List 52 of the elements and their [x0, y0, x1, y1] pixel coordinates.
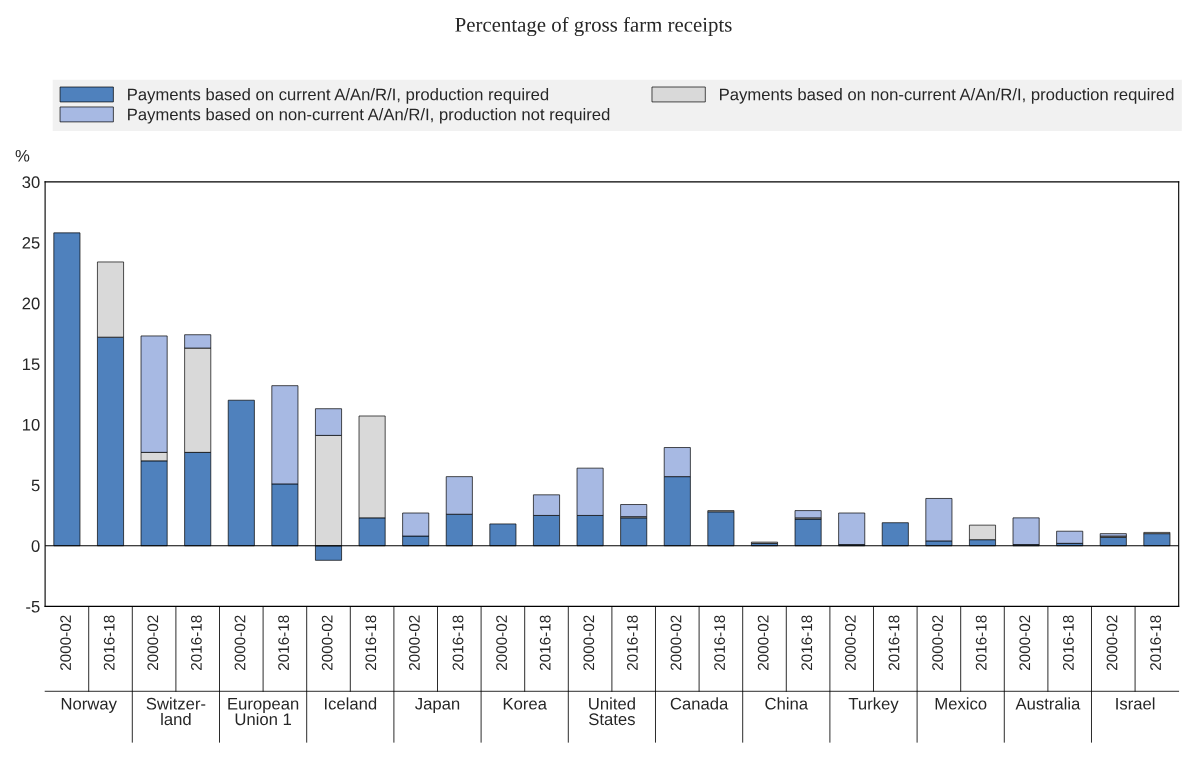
text: Japan	[415, 697, 460, 713]
y-tick-label: 0	[31, 540, 40, 552]
y-tick-label: -5	[26, 600, 40, 613]
legend-label: Payments based on non-current A/An/R/I, production not required	[128, 108, 610, 124]
x-tick-label: 2016-18	[975, 615, 987, 671]
x-tick-label: 2016-18	[539, 615, 551, 671]
text: Israel	[1116, 697, 1155, 710]
text: Turkey	[848, 697, 899, 713]
x-tick-label: 2016-18	[888, 615, 900, 671]
x-tick-label: 2000-02	[496, 615, 507, 671]
text: European Union 1	[228, 697, 299, 726]
x-tick-label: 2000-02	[670, 615, 682, 671]
x-tick-label: 2016-18	[714, 615, 725, 671]
x-tick-label: 2016-18	[365, 615, 377, 671]
legend-label: Payments based on current A/An/R/I, production required	[128, 88, 549, 104]
text: China	[765, 697, 809, 710]
x-tick-label: 2016-18	[452, 615, 464, 671]
x-tick-label: 2016-18	[1150, 615, 1161, 671]
y-tick-label: 15	[22, 358, 40, 371]
x-tick-label: 2000-02	[147, 615, 159, 671]
text: Mexico	[935, 697, 987, 710]
x-tick-label: 2016-18	[801, 615, 813, 671]
x-tick-label: 2000-02	[321, 615, 333, 671]
legend-label: Payments based on non-current A/An/R/I, production required	[720, 88, 1174, 104]
text: Switzer- land	[146, 697, 206, 726]
y-tick-label: 25	[22, 236, 40, 249]
y-axis-title: %	[15, 149, 30, 162]
text: Australia	[1015, 697, 1081, 710]
x-tick-label: 2000-02	[234, 615, 246, 671]
y-tick-label: 20	[22, 297, 40, 310]
text: Korea	[503, 697, 547, 710]
text: United States	[589, 697, 635, 726]
x-tick-label: 2016-18	[278, 615, 289, 671]
text: Norway	[61, 697, 117, 713]
y-tick-label: 5	[31, 479, 40, 492]
text: Canada	[670, 697, 729, 710]
y-tick-label: 30	[22, 176, 40, 189]
x-tick-label: 2016-18	[626, 615, 638, 671]
x-tick-label: 2000-02	[60, 615, 72, 671]
x-tick-label: 2000-02	[844, 615, 856, 671]
text: Iceland	[324, 697, 377, 710]
x-tick-label: 2016-18	[190, 615, 202, 671]
x-tick-label: 2000-02	[1106, 615, 1118, 671]
chart-title: Percentage of gross farm receipts	[455, 16, 732, 37]
x-tick-label: 2016-18	[1062, 615, 1074, 671]
x-tick-label: 2016-18	[103, 615, 115, 671]
x-tick-label: 2000-02	[932, 615, 943, 671]
y-tick-label: 10	[22, 418, 40, 431]
x-tick-label: 2000-02	[583, 615, 595, 671]
x-tick-label: 2000-02	[757, 615, 769, 671]
x-tick-label: 2000-02	[1019, 615, 1031, 671]
x-tick-label: 2000-02	[408, 615, 420, 671]
